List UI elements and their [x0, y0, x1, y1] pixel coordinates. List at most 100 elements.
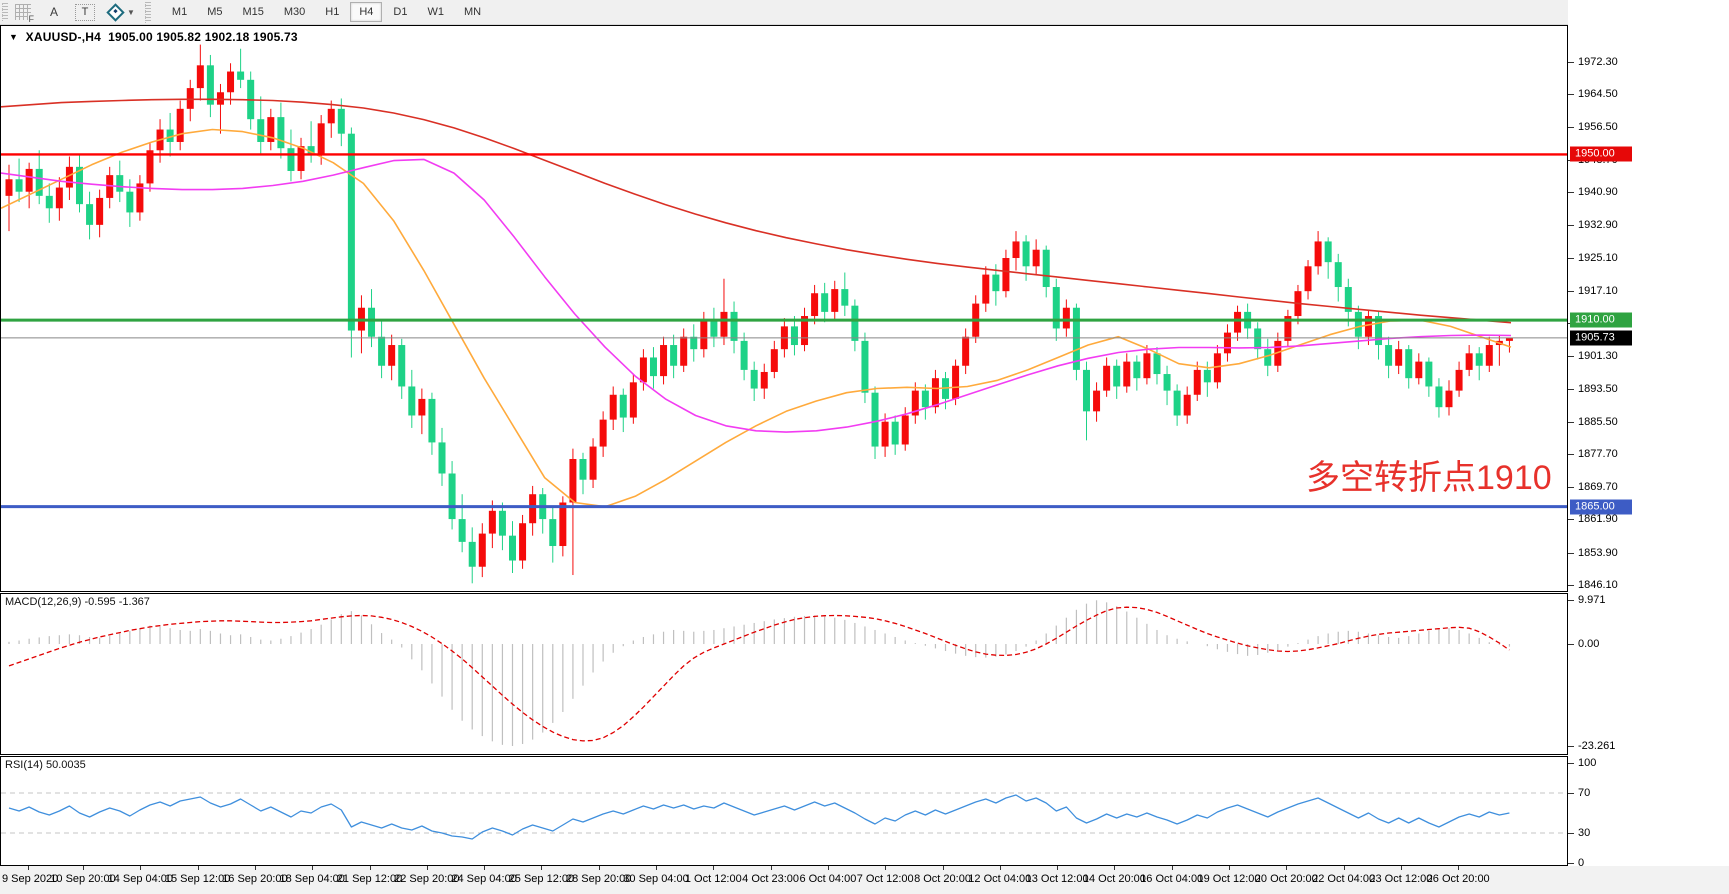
candle: [690, 336, 698, 350]
timeframe-button-mn[interactable]: MN: [463, 6, 482, 18]
candle: [186, 88, 194, 109]
candle: [1234, 311, 1242, 333]
candle: [1304, 266, 1312, 292]
axis-tick-mark: [1568, 127, 1574, 129]
time-label: 21 Sep 12:00: [336, 873, 403, 885]
timeframe-button-m1[interactable]: M1: [171, 6, 188, 18]
time-label: 16 Oct 04:00: [1140, 873, 1204, 885]
candle: [307, 146, 315, 155]
time-tick-mark: [1400, 866, 1402, 870]
time-label: 10 Sep 20:00: [50, 873, 116, 885]
candle: [992, 274, 1000, 292]
rsi-tick-label: 0: [1578, 857, 1585, 869]
top-toolbar: F A T ▼ M1 M5 M15 M30 H1 H4 D1 W1 MN: [0, 0, 1729, 25]
time-label: 16 Sep 20:00: [222, 873, 288, 885]
candle: [841, 289, 849, 306]
axis-tick-mark: [1568, 745, 1574, 747]
time-tick-mark: [541, 866, 543, 870]
grid-f-icon[interactable]: F: [15, 4, 35, 24]
time-label: 18 Sep 04:00: [279, 873, 345, 885]
candle: [1032, 249, 1040, 267]
timeframe-button-m5[interactable]: M5: [207, 6, 223, 18]
time-label: 30 Sep 04:00: [623, 873, 689, 885]
candle: [1012, 241, 1020, 259]
candle: [378, 336, 386, 366]
candle: [801, 316, 809, 346]
candle: [619, 394, 627, 418]
candle: [1042, 249, 1050, 288]
arrows-tool-button[interactable]: ▼: [106, 2, 135, 22]
time-tick-mark: [312, 866, 314, 870]
candle: [639, 357, 647, 383]
collapse-triangle-icon[interactable]: ▼: [9, 32, 19, 42]
axis-tick-mark: [1568, 454, 1574, 456]
axis-tick-mark: [1568, 192, 1574, 194]
macd-tick-label: 9.971: [1578, 594, 1606, 607]
price-badge: 1950.00: [1570, 146, 1632, 162]
time-label: 26 Oct 20:00: [1426, 873, 1490, 885]
time-tick-mark: [1114, 866, 1116, 870]
candle: [196, 65, 204, 89]
candle: [277, 117, 285, 149]
axis-tick-mark: [1568, 519, 1574, 521]
time-label: 1 Oct 12:00: [684, 873, 742, 885]
macd-panel: MACD(12,26,9) -0.595 -1.367: [0, 593, 1568, 755]
timeframe-button-h1[interactable]: H1: [325, 6, 340, 18]
candle: [1445, 390, 1453, 408]
candle: [206, 65, 214, 105]
time-tick-mark: [28, 866, 29, 870]
macd-chart-canvas[interactable]: [1, 594, 1567, 754]
candle: [760, 371, 768, 389]
candle: [448, 473, 456, 520]
candlestick-chart-canvas[interactable]: [1, 26, 1567, 591]
time-label: 4 Oct 23:00: [742, 873, 800, 885]
time-axis[interactable]: 9 Sep 2020 10 Sep 20:00 14 Sep 04:00 15 Sep…: [0, 866, 1729, 894]
price-tick-label: 1972.30: [1578, 56, 1618, 68]
candle: [1113, 365, 1121, 387]
time-label: 6 Oct 04:00: [799, 873, 857, 885]
candle: [1002, 258, 1010, 292]
price-tick-label: 1956.50: [1578, 121, 1618, 134]
candle: [1405, 349, 1413, 379]
rsi-chart-canvas[interactable]: [1, 757, 1567, 865]
candle: [1415, 361, 1423, 379]
toolbar-grip-icon[interactable]: [2, 3, 8, 21]
timeframe-button-m15[interactable]: M15: [242, 6, 264, 18]
candle: [498, 510, 506, 536]
candle: [438, 442, 446, 474]
time-tick-mark: [1057, 866, 1059, 870]
axis-tick-mark: [1568, 584, 1574, 586]
price-tick-label: 1885.50: [1578, 415, 1618, 428]
timeframe-button-m30[interactable]: M30: [283, 6, 306, 18]
chart-text-annotation[interactable]: 多空转折点1910: [1306, 459, 1552, 497]
axis-tick-mark: [1568, 225, 1574, 227]
candle: [589, 446, 597, 480]
axis-tick-mark: [1568, 487, 1574, 489]
candle: [35, 168, 43, 196]
candle: [549, 519, 557, 547]
candle: [629, 382, 637, 418]
toolbar-grip-icon[interactable]: [144, 1, 151, 23]
main-chart-panel: ▼ XAUUSD-,H4 1905.00 1905.82 1902.18 190…: [0, 25, 1568, 592]
axis-tick-mark: [1568, 833, 1574, 834]
candle: [529, 494, 537, 524]
text-box-t-button[interactable]: T: [75, 3, 95, 21]
timeframe-button-w1[interactable]: W1: [427, 6, 444, 18]
time-label: 28 Sep 20:00: [565, 873, 632, 885]
price-tick-label: 1901.30: [1578, 350, 1618, 363]
candle: [730, 311, 738, 341]
time-label: 8 Oct 20:00: [914, 873, 971, 885]
candle: [579, 458, 587, 480]
candle: [468, 541, 476, 567]
rsi-tick-label: 70: [1578, 787, 1591, 799]
time-tick-mark: [1286, 866, 1288, 870]
timeframe-button-d1[interactable]: D1: [393, 6, 408, 18]
candle: [1173, 390, 1181, 416]
time-label: 9 Sep 2020: [2, 873, 59, 885]
time-tick-mark: [197, 866, 199, 870]
candle: [891, 421, 899, 445]
price-axis[interactable]: 1972.301964.501956.501948.701940.901932.…: [1568, 0, 1729, 894]
candle: [227, 71, 235, 93]
timeframe-button-h4[interactable]: H4: [350, 2, 383, 22]
text-label-a-button[interactable]: A: [49, 5, 58, 19]
